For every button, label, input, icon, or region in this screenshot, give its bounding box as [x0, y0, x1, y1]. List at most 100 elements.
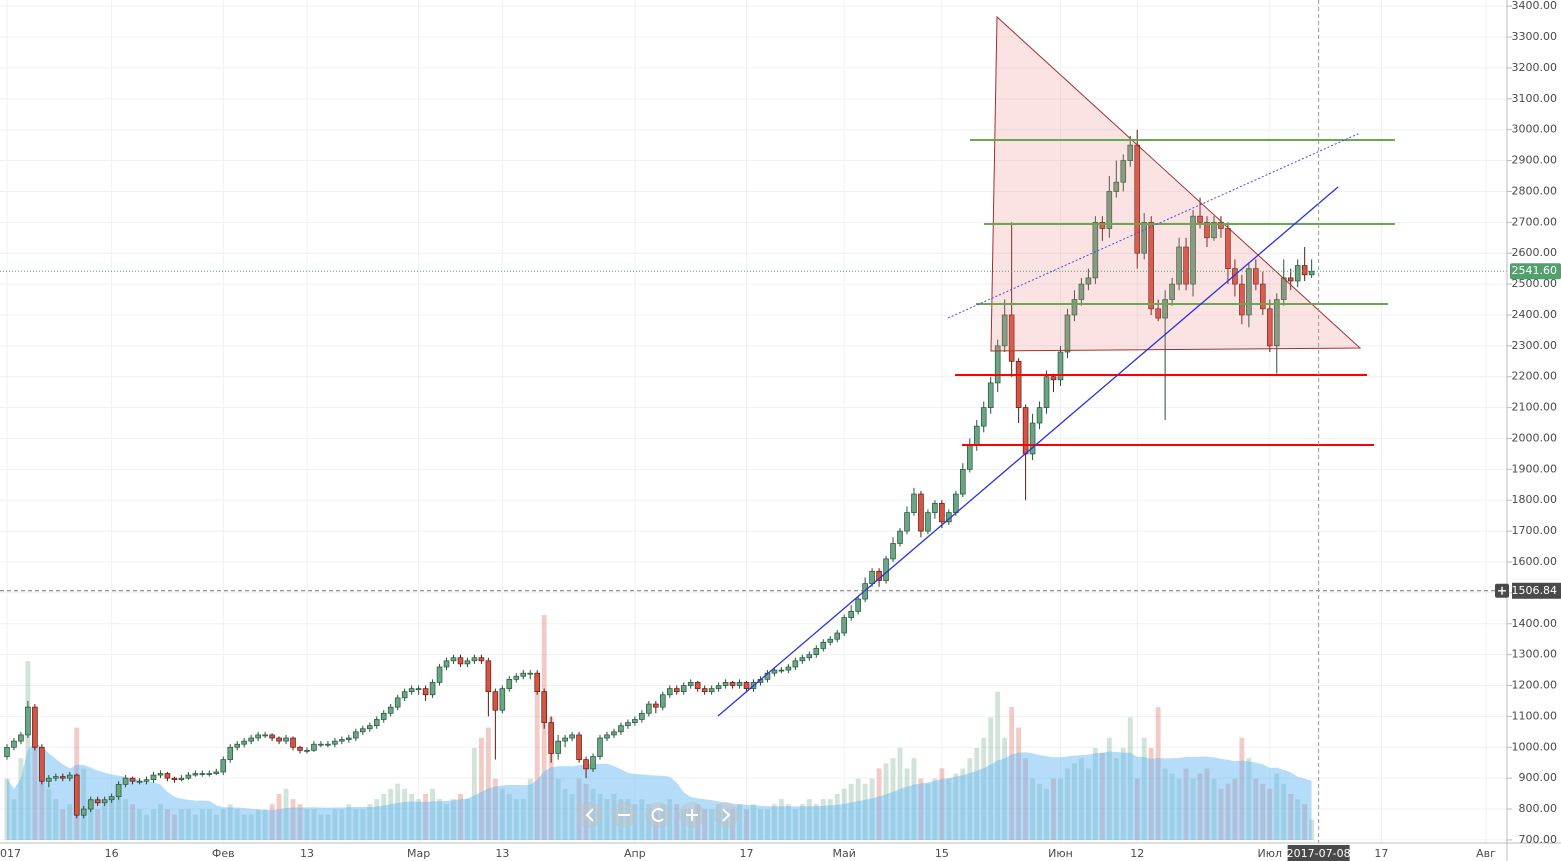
volume-bar — [144, 814, 149, 840]
y-tick-label: 2400.00 — [1512, 308, 1558, 321]
candle-body — [966, 444, 973, 470]
x-tick-label: Апр — [624, 847, 646, 860]
volume-bar — [960, 768, 966, 840]
volume-bar — [360, 809, 366, 840]
candle-body — [73, 774, 80, 816]
volume-bar — [1246, 758, 1252, 840]
x-tick-label: Май — [833, 847, 856, 860]
candle-body — [1266, 308, 1273, 347]
volume-bar — [332, 809, 338, 840]
volume-bar — [199, 809, 205, 840]
volume-bar — [1078, 758, 1084, 840]
candle-body — [1106, 191, 1113, 229]
y-tick-label: 3100.00 — [1512, 92, 1558, 105]
y-tick-label: 1400.00 — [1512, 617, 1558, 630]
volume-bar — [981, 737, 987, 840]
candle-body — [1015, 360, 1022, 408]
volume-bar — [60, 809, 66, 840]
candle-body — [353, 731, 359, 739]
volume-bar — [1141, 737, 1147, 840]
volume-bar — [304, 809, 310, 840]
candle-body — [108, 796, 115, 801]
add-icon — [1498, 586, 1506, 595]
volume-bar — [632, 804, 638, 840]
volume-bar — [974, 747, 980, 840]
candle-body — [297, 746, 303, 751]
volume-bar — [604, 799, 610, 840]
volume-bar — [1253, 778, 1259, 840]
volume-bar — [778, 799, 784, 840]
candle-body — [394, 697, 401, 708]
candle-body — [562, 737, 568, 742]
candle-body — [234, 743, 241, 748]
candle-body — [276, 737, 282, 742]
y-tick-label: 2900.00 — [1512, 154, 1558, 167]
zoom-out-button[interactable] — [611, 802, 637, 828]
drawings — [717, 15, 1395, 717]
volume-bar — [1058, 778, 1063, 840]
volume-bar — [925, 783, 931, 840]
candle-body — [1078, 283, 1085, 300]
volume-bar — [465, 799, 470, 840]
candle-body — [911, 493, 917, 513]
volume-bar — [283, 788, 289, 840]
crosshair-price-box — [1512, 582, 1561, 599]
volume-bar — [995, 691, 1001, 840]
candle-body — [373, 719, 380, 727]
reset-button[interactable] — [645, 802, 671, 828]
y-tick-label: 2800.00 — [1512, 184, 1558, 197]
candle-body — [1050, 376, 1057, 381]
volume-bar — [918, 778, 924, 840]
scroll-right-button[interactable] — [713, 802, 739, 828]
volume-bar — [318, 814, 324, 840]
candle-body — [694, 682, 701, 689]
candle-body — [325, 743, 331, 746]
candle-body — [18, 734, 24, 742]
candle-body — [897, 530, 903, 544]
candle-body — [1176, 246, 1182, 285]
volume-bar — [276, 793, 282, 840]
candle-body — [387, 706, 394, 714]
volume-bar — [848, 783, 854, 840]
candle-body — [80, 808, 87, 816]
volume-bar — [1162, 768, 1168, 840]
candle-body — [827, 638, 834, 643]
candle-body — [1301, 265, 1308, 276]
crosshair-add-button[interactable] — [1495, 583, 1509, 598]
volume-bar — [67, 804, 73, 840]
volume-bar — [827, 799, 833, 840]
volume-bar — [81, 768, 87, 840]
x-tick-label: 12 — [1130, 847, 1144, 860]
candle-body — [283, 737, 289, 742]
volume-bar — [130, 804, 136, 840]
volume-bar — [569, 793, 575, 840]
candle-body — [143, 779, 150, 782]
volume-bar — [102, 804, 108, 840]
volume-bar — [255, 809, 261, 840]
volume-bar — [451, 799, 456, 840]
crosshair-price-label: 1506.84 — [1512, 584, 1558, 597]
last-price-label: 2541.60 — [1512, 264, 1558, 277]
candle-body — [806, 654, 813, 659]
candle-body — [834, 632, 841, 640]
candle-body — [485, 660, 492, 693]
volume-bar — [520, 799, 526, 840]
candle-body — [862, 583, 868, 600]
scroll-left-button[interactable] — [577, 802, 603, 828]
candle-body — [443, 660, 450, 668]
candle-body — [471, 657, 478, 662]
candle-body — [792, 660, 799, 668]
candle-body — [136, 780, 143, 783]
volume-bar — [751, 804, 756, 840]
candle-body — [855, 598, 861, 612]
candle-body — [220, 759, 227, 773]
volume-bar — [46, 788, 52, 840]
x-tick-label: 17 — [740, 847, 754, 860]
candle-body — [1260, 283, 1266, 310]
volume-bar — [165, 809, 170, 840]
volume-bar — [785, 804, 791, 840]
volume-bar — [178, 809, 184, 840]
zoom-in-button[interactable] — [679, 802, 705, 828]
candle-body — [1043, 376, 1050, 408]
volume-bar — [1260, 783, 1266, 840]
